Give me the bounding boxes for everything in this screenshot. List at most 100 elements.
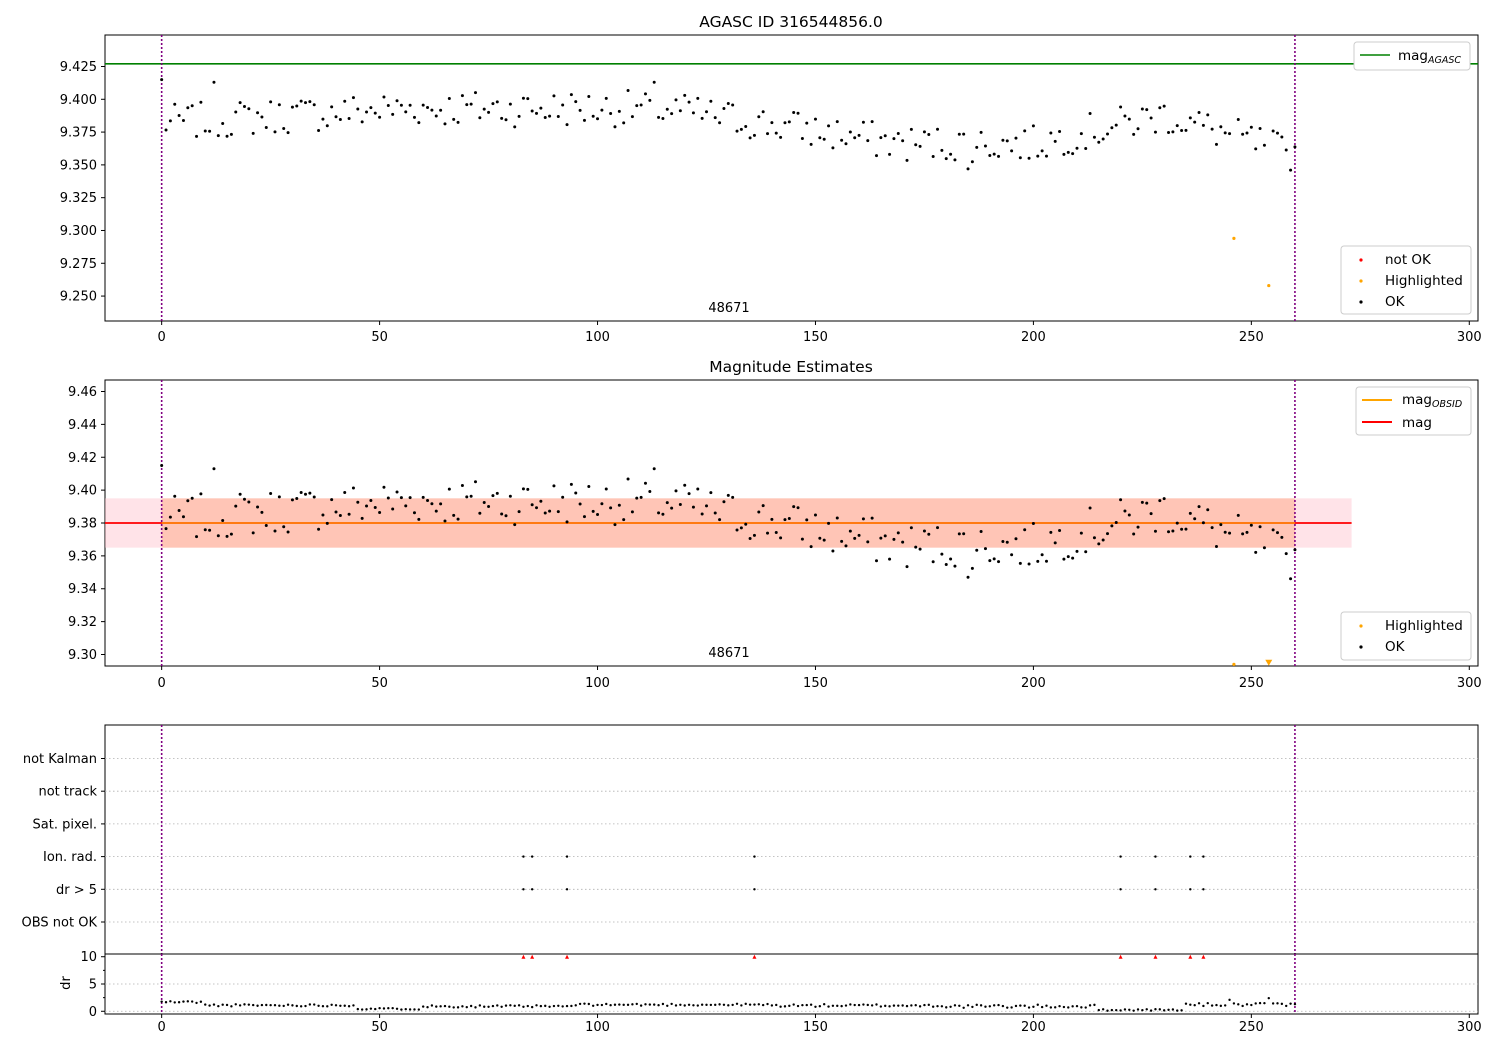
ok-point (569, 93, 573, 97)
ok-point (1201, 123, 1205, 127)
ok-point (1258, 127, 1262, 131)
ok-point (805, 121, 809, 125)
ok-point (1219, 125, 1223, 129)
dr-point (169, 1000, 172, 1003)
ok-point (726, 493, 730, 497)
highlighted-offscale-marker (1265, 659, 1273, 666)
ok-point (609, 111, 613, 115)
ok-point (966, 167, 970, 171)
ok-point (1158, 499, 1162, 503)
ok-point (343, 491, 347, 495)
dr-point (740, 1004, 743, 1007)
ok-point (238, 492, 242, 496)
ok-point (892, 537, 896, 541)
ok-point (256, 111, 260, 115)
dr-point (709, 1003, 713, 1007)
dr-point (317, 1004, 320, 1007)
ok-point (338, 513, 342, 517)
ok-point (1245, 530, 1249, 534)
dr-point (1289, 1002, 1292, 1005)
ok-point (861, 517, 865, 521)
ok-point (1014, 537, 1018, 541)
ok-point (831, 549, 835, 553)
x-tick-label: 100 (585, 1020, 610, 1035)
dr-point (1228, 998, 1231, 1002)
ok-point (526, 487, 530, 491)
ok-point (735, 129, 739, 133)
ok-point (853, 536, 857, 540)
dr-point (387, 1007, 390, 1010)
ok-point (487, 110, 491, 114)
dr-point (975, 1003, 978, 1007)
ok-point (504, 118, 508, 122)
legend-not-ok: not OK (1385, 252, 1432, 268)
flag-point (522, 855, 525, 858)
ok-point (412, 511, 416, 515)
dr-point (923, 1003, 926, 1007)
ok-point (247, 107, 251, 111)
ok-point (722, 107, 726, 111)
dr-point (1215, 1003, 1218, 1007)
flag-point (530, 888, 534, 891)
ok-point (347, 116, 351, 120)
ok-point (260, 510, 264, 514)
dr-point (212, 1003, 216, 1006)
ok-point (242, 105, 246, 109)
ok-point (508, 102, 512, 106)
ok-point (979, 530, 983, 534)
ok-point (216, 534, 220, 538)
dr-point (522, 1005, 525, 1009)
dr-point (770, 1004, 774, 1007)
dr-point (618, 1003, 621, 1006)
ok-point (818, 536, 822, 540)
ok-point (1136, 525, 1140, 529)
ok-point (1132, 532, 1136, 536)
ok-point (530, 503, 534, 507)
ok-point (1071, 152, 1075, 156)
y-tick-label: 9.36 (68, 549, 97, 564)
ok-point (1027, 156, 1031, 160)
ok-point (434, 509, 438, 513)
dr-point (1071, 1005, 1074, 1008)
ok-point (766, 531, 770, 535)
ok-point (347, 512, 351, 516)
ok-point (391, 112, 395, 116)
dr-point (282, 1004, 285, 1008)
dr-point (953, 1004, 957, 1007)
dr-point (417, 1008, 421, 1011)
dr-point (1001, 1004, 1005, 1008)
dr-point (849, 1003, 852, 1006)
ok-point (543, 116, 547, 120)
y-tick-label: 9.325 (60, 191, 97, 206)
dr-point (936, 1004, 939, 1008)
dr-point (408, 1008, 412, 1011)
ok-point (421, 495, 425, 499)
ok-point (491, 102, 495, 106)
panel1-x-axis: 0 50 100 150 200 250 300 (158, 321, 1482, 345)
ok-point (779, 536, 783, 540)
panel1-y-axis: 9.250 9.275 9.300 9.325 9.350 9.375 9.400 9.425 (60, 60, 105, 305)
legend-marker-ok (1359, 300, 1363, 304)
dr-point (1167, 1008, 1170, 1011)
ok-point (683, 93, 687, 97)
ok-point (591, 114, 595, 118)
dr-point (530, 1005, 534, 1009)
ok-point (369, 106, 373, 110)
legend-marker-highlighted (1359, 279, 1363, 283)
flag-point (1154, 888, 1157, 891)
ok-point (927, 532, 931, 536)
dr-point (757, 1003, 761, 1006)
dr-point (500, 1005, 503, 1008)
ok-point (208, 528, 212, 532)
ok-point (609, 506, 613, 510)
ok-point (1088, 506, 1092, 510)
clipped-dr-marker (1188, 954, 1193, 959)
ok-point (360, 516, 364, 520)
ok-point (225, 534, 229, 538)
ok-point (1014, 136, 1018, 140)
ok-point (373, 506, 377, 510)
ok-point (770, 121, 774, 125)
ok-point (325, 521, 329, 525)
dr-point (565, 1004, 569, 1008)
ok-point (879, 536, 883, 540)
